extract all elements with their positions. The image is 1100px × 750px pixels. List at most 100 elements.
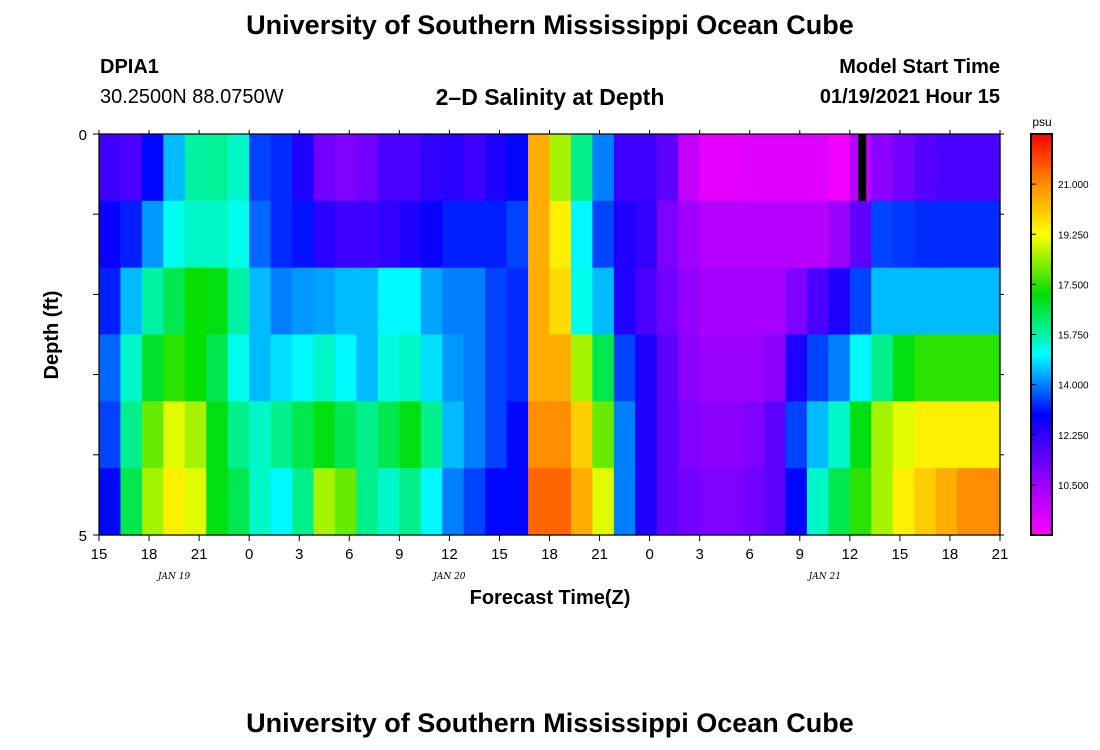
heatmap-cell: [785, 267, 808, 336]
heatmap-cell: [249, 334, 272, 402]
heatmap-cell: [549, 468, 572, 536]
heatmap-cell: [806, 200, 829, 269]
x-tick-label: 18: [141, 546, 158, 563]
heatmap-cell: [935, 401, 958, 469]
heatmap-cell: [120, 134, 143, 202]
heatmap-cell: [141, 334, 164, 402]
heatmap-cell: [163, 334, 186, 402]
heatmap-cell: [163, 267, 186, 336]
heatmap-cell: [206, 334, 229, 402]
heatmap-cell: [613, 468, 636, 536]
heatmap-cell: [313, 334, 336, 402]
heatmap-cell: [184, 334, 207, 402]
heatmap-cell: [721, 134, 744, 202]
x-tick-label: 21: [992, 546, 1009, 563]
x-tick-label: 15: [91, 546, 108, 563]
heatmap-cell: [399, 134, 422, 202]
heatmap-cell: [399, 401, 422, 469]
heatmap-cell: [678, 267, 701, 336]
heatmap-cell: [99, 267, 122, 336]
heatmap-cell: [249, 134, 272, 202]
x-tick-label: 9: [796, 546, 804, 563]
heatmap-cell: [699, 401, 722, 469]
heatmap-cell: [227, 267, 250, 336]
heatmap-cell: [485, 334, 508, 402]
heatmap-cell: [334, 200, 358, 269]
heatmap-cell: [206, 134, 229, 202]
heatmap-cell: [442, 401, 465, 469]
heatmap-cell: [399, 468, 422, 536]
heatmap-cell: [206, 200, 229, 269]
heatmap-cell: [528, 134, 551, 202]
heatmap-cell: [227, 200, 250, 269]
x-tick-label: 18: [942, 546, 959, 563]
heatmap-cell: [270, 468, 293, 536]
heatmap-cell: [764, 200, 787, 269]
heatmap-cell: [549, 200, 572, 269]
heatmap-cell: [399, 267, 422, 336]
footer-title: University of Southern Mississippi Ocean…: [246, 708, 854, 738]
heatmap-cell: [678, 134, 701, 202]
heatmap-cell: [270, 134, 293, 202]
heatmap-cell: [592, 200, 615, 269]
heatmap-cell: [721, 334, 744, 402]
x-tick-label: 15: [892, 546, 909, 563]
heatmap-cell: [485, 134, 508, 202]
date-label: JAN 20: [431, 572, 466, 582]
heatmap-cell: [442, 200, 465, 269]
heatmap-cell: [978, 334, 1001, 402]
heatmap-cell: [141, 401, 164, 469]
heatmap-cell: [871, 134, 894, 202]
heatmap-cell: [785, 200, 808, 269]
heatmap-cell: [485, 267, 508, 336]
heatmap-cell: [420, 200, 443, 269]
heatmap-cell: [270, 334, 293, 402]
colorbar-tick-label: 19.250: [1058, 230, 1089, 241]
heatmap-cell: [399, 200, 422, 269]
heatmap-cell: [485, 200, 508, 269]
heatmap-cell: [334, 468, 358, 536]
heatmap-cell: [313, 134, 336, 202]
heatmap-cell: [120, 267, 143, 336]
heatmap-cell: [849, 468, 872, 536]
heatmap-cell: [764, 468, 787, 536]
heatmap-cell: [485, 401, 508, 469]
x-tick-label: 12: [441, 546, 458, 563]
heatmap-cell: [270, 401, 293, 469]
heatmap-cell: [935, 468, 958, 536]
heatmap-cell: [570, 401, 593, 469]
heatmap-cell: [313, 200, 336, 269]
heatmap-cell: [528, 334, 551, 402]
heatmap-cell: [678, 334, 701, 402]
x-tick-label: 12: [841, 546, 858, 563]
heatmap-cell: [249, 468, 272, 536]
heatmap-cell: [356, 200, 379, 269]
heatmap-cell: [356, 134, 379, 202]
heatmap-cell: [99, 468, 122, 536]
heatmap-cell: [570, 267, 593, 336]
heatmap-cells: [99, 134, 1001, 536]
heatmap-cell: [742, 401, 765, 469]
heatmap-cell: [420, 334, 443, 402]
heatmap-cell: [806, 134, 829, 202]
page-title: University of Southern Mississippi Ocean…: [246, 10, 854, 40]
heatmap-cell: [871, 468, 894, 536]
heatmap-cell: [957, 334, 980, 402]
heatmap-cell: [656, 401, 679, 469]
heatmap-cell: [978, 200, 1001, 269]
model-start-label: Model Start Time: [839, 56, 1000, 78]
heatmap-cell: [528, 267, 551, 336]
colorbar: psu 21.000 19.250 17.500 15.750 14.000 12.250…: [1030, 115, 1089, 536]
heatmap-cell: [613, 334, 636, 402]
heatmap-cell: [163, 401, 186, 469]
heatmap-cell: [742, 200, 765, 269]
heatmap-cell: [849, 401, 872, 469]
heatmap-cell: [806, 267, 829, 336]
heatmap-cell: [184, 134, 207, 202]
heatmap-cell: [549, 267, 572, 336]
heatmap-cell: [313, 468, 336, 536]
heatmap-cell: [806, 468, 829, 536]
heatmap-cell: [184, 401, 207, 469]
heatmap-cell: [506, 134, 529, 202]
heatmap-cell: [249, 401, 272, 469]
